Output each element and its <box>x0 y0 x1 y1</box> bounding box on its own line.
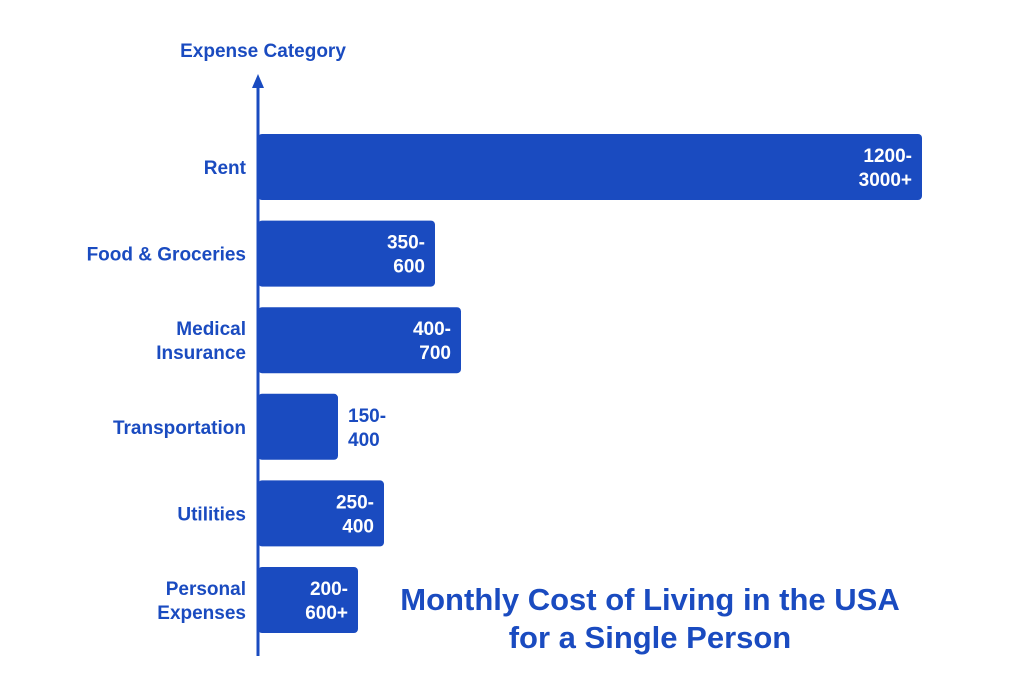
bar <box>258 567 358 633</box>
data-label: 600+ <box>305 603 348 624</box>
category-label: Food & Groceries <box>87 245 246 266</box>
data-label: 150- <box>348 406 386 427</box>
bar <box>258 480 384 547</box>
data-label: 250- <box>336 492 374 513</box>
category-label: Insurance <box>156 343 246 364</box>
bar <box>258 220 435 287</box>
category-label: Medical <box>176 319 246 340</box>
data-label: 200- <box>310 579 348 600</box>
data-label: 400- <box>413 319 451 340</box>
chart-title-line-2: for a Single Person <box>509 620 792 655</box>
y-axis-title: Expense Category <box>180 41 346 62</box>
chart-title-line-1: Monthly Cost of Living in the USA <box>400 582 899 617</box>
bar <box>258 134 922 200</box>
category-label: Transportation <box>113 418 246 439</box>
category-label: Rent <box>204 158 247 179</box>
data-label: 600 <box>393 257 425 278</box>
category-label: Expenses <box>157 603 246 624</box>
bar <box>258 393 338 460</box>
data-label: 3000+ <box>859 170 912 191</box>
data-label: 700 <box>419 343 451 364</box>
category-label: Utilities <box>177 504 246 525</box>
category-label: Personal <box>166 579 246 600</box>
data-label: 1200- <box>863 146 912 167</box>
data-label: 400 <box>342 516 374 537</box>
data-label: 350- <box>387 233 425 254</box>
data-label: 400 <box>348 430 380 451</box>
bar <box>258 307 461 374</box>
y-axis-arrow <box>252 74 264 88</box>
